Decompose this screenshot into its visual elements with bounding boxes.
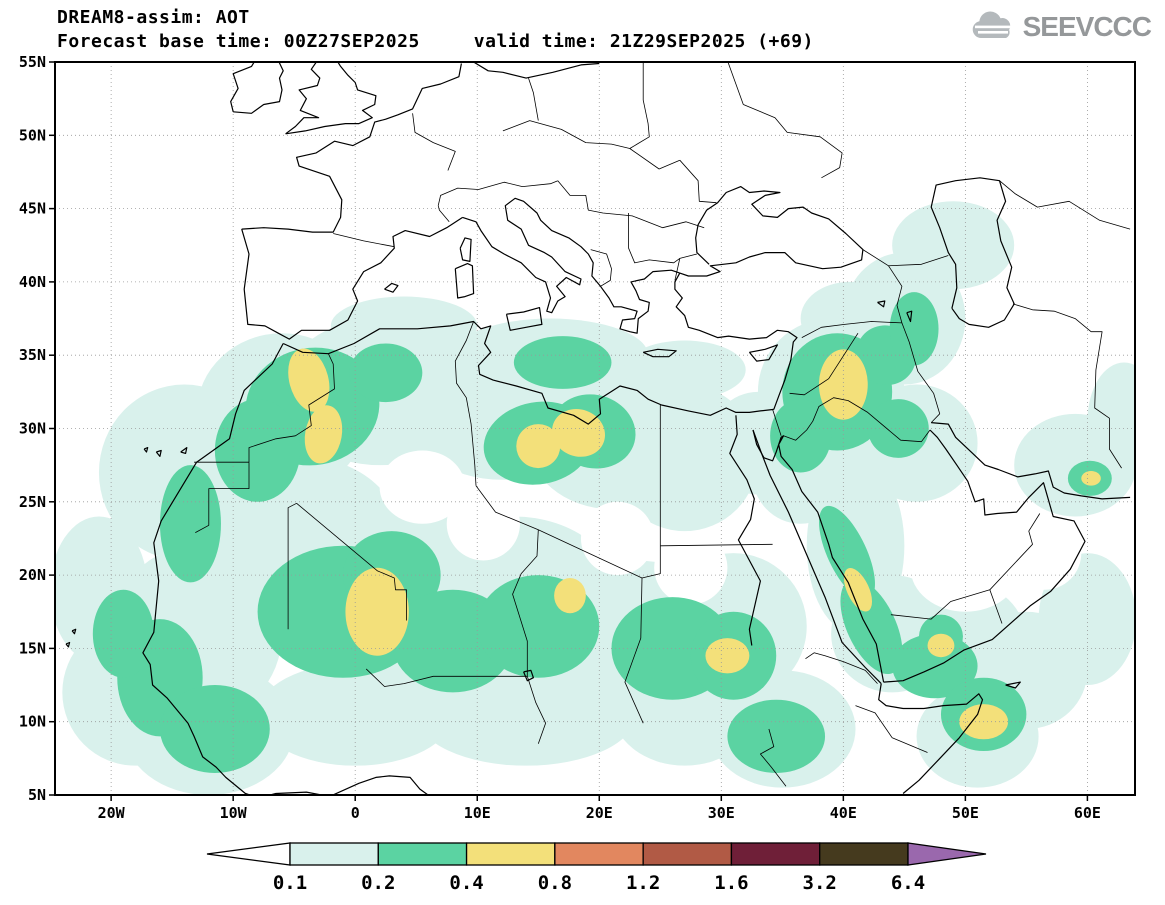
lat-tick-label: 15N <box>19 639 46 657</box>
legend-tick-label: 6.4 <box>891 872 925 894</box>
lon-tick-label: 50E <box>952 804 979 822</box>
contour-region-hole <box>1008 516 1082 590</box>
graticule <box>55 62 1135 795</box>
forecast-base-time-label: Forecast base time: 00Z27SEP2025 <box>57 30 420 52</box>
contour-region-0.4 <box>516 424 561 469</box>
lon-tick-label: 30E <box>708 804 735 822</box>
legend-tick-label: 1.6 <box>714 872 748 894</box>
legend-tick-label: 0.4 <box>449 872 483 894</box>
lat-tick-label: 50N <box>19 126 46 144</box>
legend-segment <box>289 842 379 866</box>
lon-axis-labels: 20W 10W 0 10E 20E 30E 40E 50E 60E <box>98 795 1101 822</box>
seevccc-logo: SEEVCCC <box>968 10 1152 44</box>
legend-tick-label: 0.8 <box>538 872 572 894</box>
lon-tick-label: 20E <box>586 804 613 822</box>
contour-region-0.2 <box>159 465 221 583</box>
lat-tick-label: 55N <box>19 53 46 71</box>
contour-region-0.1 <box>892 201 1015 290</box>
legend-tick-label: 0.1 <box>273 872 307 894</box>
lat-tick-label: 45N <box>19 200 46 218</box>
contour-region-0.2 <box>349 343 423 403</box>
contour-region-0.4 <box>345 567 409 656</box>
legend-segment <box>554 842 644 866</box>
contour-region-0.4 <box>304 405 343 464</box>
lon-tick-label: 40E <box>830 804 857 822</box>
legend-above-max-arrow <box>907 842 987 866</box>
legend-tick-label: 0.2 <box>361 872 395 894</box>
logo-text: SEEVCCC <box>1022 11 1152 42</box>
legend-segment <box>819 842 909 866</box>
lat-tick-label: 40N <box>19 273 46 291</box>
lat-tick-label: 35N <box>19 346 46 364</box>
chart-title: DREAM8-assim: AOT <box>57 7 250 28</box>
contour-region-0.1 <box>1087 362 1135 480</box>
contour-region-hole <box>654 531 728 605</box>
contour-region-0.4 <box>818 349 868 420</box>
contour-region-0.4 <box>843 568 873 612</box>
contour-region-0.1 <box>1038 553 1135 686</box>
contour-region-hole <box>379 450 466 524</box>
contour-fills <box>55 201 1135 795</box>
legend-tick-label: 3.2 <box>803 872 837 894</box>
lat-tick-label: 5N <box>28 786 46 804</box>
lat-tick-label: 20N <box>19 566 46 584</box>
legend-segment <box>465 842 556 866</box>
coastlines <box>65 62 1131 795</box>
contour-region-0.2 <box>727 699 826 774</box>
lat-tick-label: 10N <box>19 713 46 731</box>
contour-region-hole <box>580 501 655 576</box>
lon-tick-label: 0 <box>351 804 360 822</box>
contour-region-0.4 <box>288 348 330 412</box>
lon-tick-label: 60E <box>1074 804 1101 822</box>
contour-region-0.1 <box>623 340 746 400</box>
legend-tick-label: 1.2 <box>626 872 660 894</box>
contour-region-0.1 <box>330 296 478 356</box>
contour-region-0.2 <box>889 292 939 366</box>
color-scale-legend: 0.1 0.2 0.4 0.8 1.2 1.6 3.2 6.4 <box>206 842 987 894</box>
contour-region-0.4 <box>927 633 955 658</box>
legend-segment <box>377 842 468 866</box>
contour-region-0.2 <box>513 336 612 389</box>
lon-tick-label: 10E <box>464 804 491 822</box>
contour-region-0.4 <box>705 638 750 674</box>
valid-time-label: valid time: 21Z29SEP2025 (+69) <box>473 30 814 52</box>
lat-tick-label: 30N <box>19 420 46 438</box>
chart-subtitle: Forecast base time: 00Z27SEP2025 valid t… <box>57 31 814 52</box>
contour-region-0.2 <box>867 399 929 458</box>
contour-region-0.2 <box>214 399 301 502</box>
lon-tick-label: 20W <box>98 804 126 822</box>
contour-region-0.4 <box>554 578 586 614</box>
cloud-icon <box>972 11 1011 38</box>
contour-region-0.4 <box>1081 471 1101 486</box>
lat-axis-labels: 55N 50N 45N 40N 35N 30N 25N 20N 15N 10N 5N <box>19 53 55 804</box>
lon-tick-label: 10W <box>220 804 248 822</box>
title-block: DREAM8-assim: AOT Forecast base time: 00… <box>57 7 814 52</box>
header: DREAM8-assim: AOT Forecast base time: 00… <box>57 7 1152 52</box>
lat-tick-label: 25N <box>19 493 46 511</box>
contour-region-0.2 <box>92 589 154 678</box>
legend-below-min-arrow <box>206 842 291 866</box>
legend-segment <box>642 842 733 866</box>
legend-segment <box>730 842 821 866</box>
contour-region-0.2 <box>159 685 270 774</box>
country-borders <box>194 62 1131 787</box>
contour-region-hole <box>446 487 520 561</box>
contour-region-hole <box>910 523 1021 612</box>
